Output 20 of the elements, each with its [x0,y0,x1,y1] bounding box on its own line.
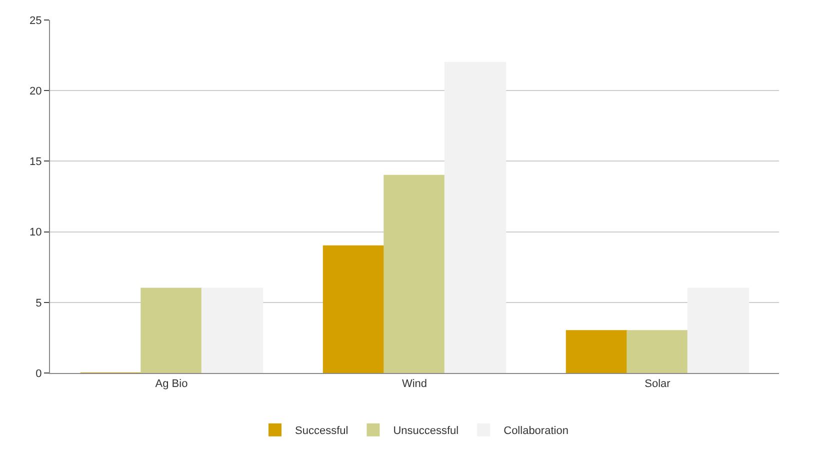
y-tick-label: 15 [30,156,42,168]
bar [201,288,264,373]
legend-label: Unsuccessful [393,425,459,438]
bar [444,62,506,373]
x-tick-label: Wind [402,378,428,390]
bar [384,174,446,373]
y-tick-label: 25 [30,14,42,27]
x-tick-label: Solar [644,378,671,390]
legend-label: Collaboration [504,425,568,438]
bar [626,330,688,373]
y-tick-label: 20 [30,85,42,98]
y-tick-label: 5 [36,297,42,310]
bar [322,245,385,373]
y-tick-label: 10 [30,226,42,239]
y-tick-label: 0 [36,368,42,380]
x-tick-label: Ag Bio [155,378,188,390]
bar [140,288,202,373]
legend-label: Successful [295,425,348,438]
bar [687,288,750,373]
bar [566,330,628,373]
